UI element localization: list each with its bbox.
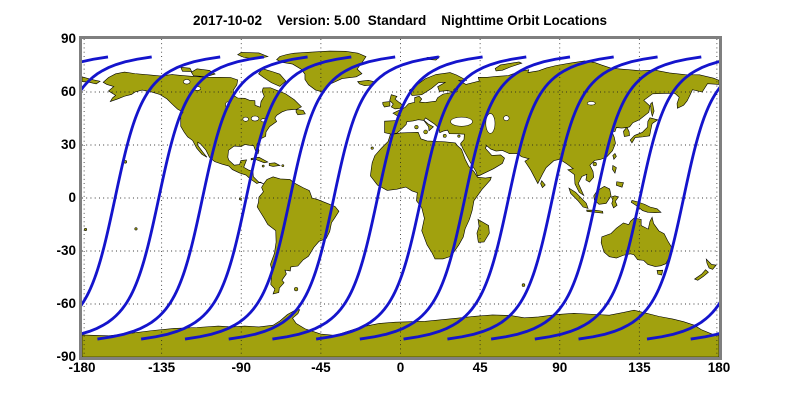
x-tick-label: 135 [628,360,651,375]
orbit-track [578,86,719,341]
orbit-track [359,55,571,341]
lake-great-bear-lake [183,79,191,85]
orbit-track [315,55,527,341]
land-ireland [382,101,391,108]
lake-lake-huron [250,115,260,122]
orbit-tracks [82,55,719,341]
world-map-orbit-plot [82,39,719,357]
orbit-track [97,55,308,341]
land-banks-island [180,66,193,72]
land-luzon [612,164,617,174]
island-canary-islands [370,146,374,150]
orbit-track [140,55,352,341]
orbit-track [82,55,265,336]
island-sardinia [414,125,419,130]
island-tahiti [134,227,138,231]
land-australia [600,216,673,267]
land-new-zealand-south [693,269,709,281]
island-hainan [592,162,597,167]
land-hispaniola [268,162,281,167]
plot-title: 2017-10-02 Version: 5.00 Standard Nightt… [192,13,608,28]
lake-lake-superior [242,116,249,122]
land-taiwan [612,152,617,160]
island-cyprus [457,134,461,138]
lakes [183,79,596,134]
x-tick-label: -45 [311,360,331,375]
land-madagascar [476,218,490,243]
orbit-track [82,55,221,307]
orbit-track [272,55,483,341]
land-africa [370,131,492,260]
land-antarctica [82,309,719,357]
y-tick-label: 0 [68,190,76,205]
island-sicily [423,129,428,135]
lake-caspian-sea [485,113,496,134]
orbit-track [228,55,440,341]
orbit-track [403,55,614,341]
y-tick-label: -60 [56,296,76,311]
plot-frame [79,36,722,360]
island-fiji [84,227,88,231]
land-newfoundland [295,109,306,116]
y-tick-label: -90 [56,349,76,364]
y-tick-label: 90 [60,31,76,46]
land-novaya-zemlya [494,61,523,72]
land-sumatra [568,187,589,209]
x-tick-label: -90 [231,360,252,375]
island-crete [442,133,447,138]
land-new-zealand-north [705,258,717,270]
lake-black-sea [450,116,473,127]
land-sri-lanka [540,180,546,189]
orbit-track [490,55,702,341]
lake-lake-baikal [586,101,596,106]
lake-aral-sea [503,115,510,121]
orbit-track [447,55,658,341]
x-tick-label: 90 [552,360,568,375]
island-jamaica [261,164,265,168]
orbit-track [184,55,396,341]
x-tick-label: -135 [148,360,176,375]
island-falklands [294,287,299,292]
land-sakhalin [650,101,655,118]
land-mindanao [616,181,624,188]
y-tick-label: 30 [60,137,76,152]
land-japan [629,117,659,144]
y-tick-label: 60 [60,84,76,99]
land-tasmania [656,269,664,276]
y-tick-label: -30 [56,243,76,258]
island-puerto-rico [281,164,285,167]
x-tick-label: 0 [396,360,405,375]
land-baffin-island [258,68,287,87]
x-tick-label: 45 [472,360,488,375]
land-sulawesi [610,195,620,209]
island-kerguelen [521,283,526,287]
land-south-america [256,176,340,295]
x-tick-label: -180 [68,360,96,375]
x-tick-label: 180 [707,360,731,375]
land-new-guinea [630,200,662,213]
orbit-track [534,60,719,341]
land-java [586,209,604,214]
